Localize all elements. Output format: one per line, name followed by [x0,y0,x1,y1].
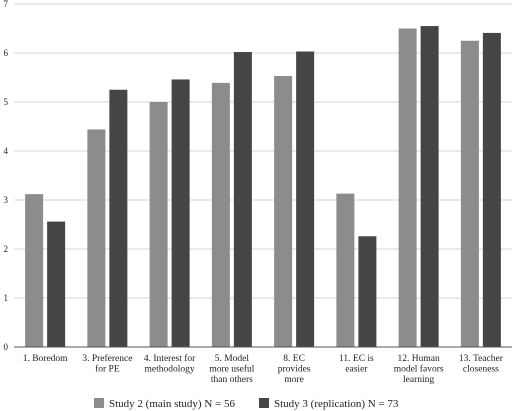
bar-series-2-cat-1 [47,221,66,347]
category-label: 4. Interest for methodology [144,353,196,375]
bar-series-1-cat-7 [398,28,417,347]
category-label: 5. Model more useful than others [209,354,254,385]
y-tick-label: 3 [4,195,9,205]
bar-series-2-cat-6 [358,236,377,347]
bar-series-2-cat-7 [420,26,439,348]
bar-series-1-cat-1 [25,194,44,347]
bars [25,26,501,348]
bar-series-1-cat-4 [211,82,230,347]
bar-series-1-cat-8 [460,40,479,347]
bar-series-2-cat-3 [171,79,190,348]
legend: Study 2 (main study) N = 56 Study 3 (repl… [94,398,399,410]
bar-series-1-cat-5 [274,76,293,347]
bar-series-1-cat-3 [149,102,168,347]
bar-series-2-cat-4 [233,52,252,348]
legend-label-1: Study 2 (main study) N = 56 [109,398,235,410]
legend-swatch-2 [259,398,269,408]
category-labels: 1. Boredom 3. Preference for PE 4. Interest… [23,353,504,385]
legend-swatch-1 [94,398,104,408]
bar-series-1-cat-6 [336,193,355,347]
bar-series-1-cat-2 [87,129,106,347]
y-tick-label: 4 [4,146,9,156]
bar-series-2-cat-5 [296,51,315,347]
category-label: 8. EC provides more [278,354,311,385]
y-tick-label: 5 [4,97,9,107]
y-axis-ticks: 0 1 2 3 4 5 6 7 [4,0,9,352]
category-label: 13. Teacher closeness [459,354,504,375]
legend-label-2: Study 3 (replication) N = 73 [274,398,399,410]
y-tick-label: 2 [4,244,9,254]
y-tick-label: 6 [4,48,9,58]
category-label: 11. EC is easier [339,354,374,375]
y-tick-label: 7 [4,0,9,9]
bar-series-2-cat-2 [109,89,128,347]
category-label: 12. Human model favors learning [394,354,444,385]
category-label: 3. Preference for PE [82,353,132,375]
y-tick-label: 0 [4,342,9,352]
category-label: 1. Boredom [23,354,68,364]
bar-series-2-cat-8 [482,32,501,347]
y-tick-label: 1 [4,293,9,303]
